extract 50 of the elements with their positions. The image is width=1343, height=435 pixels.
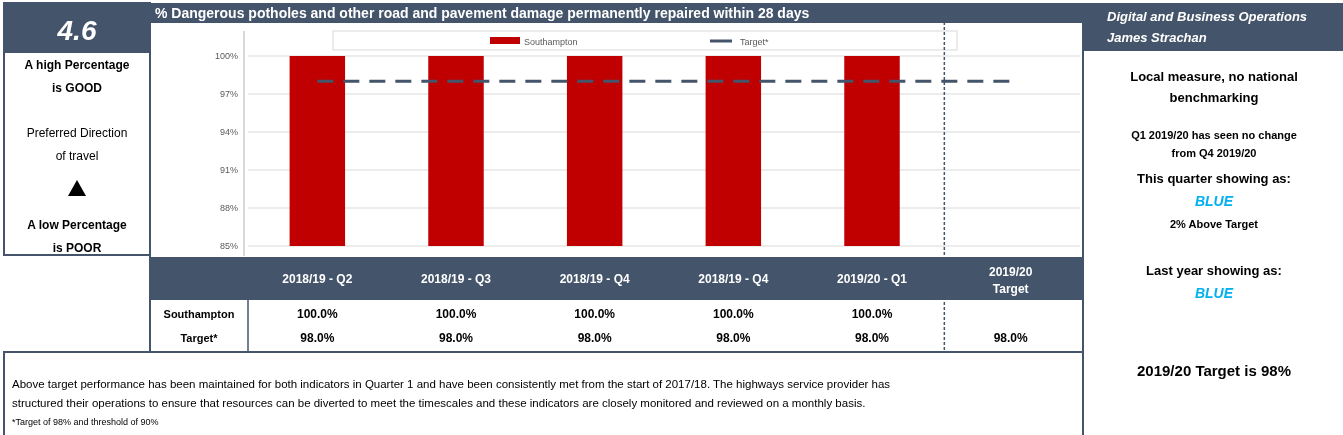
text: James Strachan [1107, 30, 1207, 45]
data-label: 100.0% [851, 307, 893, 321]
text: from Q4 2019/20 [1171, 147, 1257, 159]
text: is POOR [52, 241, 102, 255]
text: benchmarking [1169, 90, 1259, 105]
x-tick-label: 2019/20 Target [988, 265, 1033, 296]
data-label: 98.0% [300, 331, 335, 345]
x-tick-label: 2018/19 - Q2 [282, 272, 353, 286]
y-tick-label: 88% [219, 203, 238, 213]
data-label: 100.0% [296, 307, 339, 321]
text: *Target of 98% and threshold of 90% [12, 417, 159, 427]
text: of travel [55, 149, 99, 163]
y-tick-label: 85% [219, 241, 238, 251]
text: Local measure, no national [1130, 69, 1298, 84]
text: structured their operations to ensure that resources can be diverted to meet the timescales and these indicators are closely monitored and reviewed on a monthly basis. [12, 397, 866, 409]
text: A high Percentage [24, 58, 130, 72]
chart-title: % Dangerous potholes and other road and pavement damage permanently repaired within 28 days [155, 5, 810, 21]
data-label: 100.0% [712, 307, 755, 321]
data-label: 100.0% [574, 307, 616, 321]
text: Q1 2019/20 has seen no change [1131, 129, 1297, 141]
text: BLUE [1194, 193, 1234, 209]
data-label: 98.0% [577, 331, 613, 345]
text: Preferred Direction [26, 126, 128, 140]
data-label: 98.0% [993, 331, 1029, 345]
text: is GOOD [51, 81, 103, 95]
text: Digital and Business Operations [1107, 9, 1308, 24]
y-tick-label: 91% [219, 165, 238, 175]
text: A low Percentage [27, 218, 128, 232]
x-tick-label: 2018/19 - Q4 [559, 272, 631, 286]
text: 4.6 [56, 15, 97, 46]
data-label: 98.0% [854, 331, 890, 345]
text: This quarter showing as: [1137, 171, 1291, 186]
data-label: 98.0% [438, 331, 474, 345]
text: Target* [180, 332, 218, 344]
y-tick-label: 97% [219, 89, 238, 99]
text: 2019/20 Target is 98% [1137, 362, 1291, 379]
text: 2% Above Target [1169, 218, 1259, 230]
x-tick-label: 2019/20 - Q1 [836, 272, 908, 286]
text: Above target performance has been maintained for both indicators in Quarter 1 and have been consistently met from the start of 2017/18. The highways service provider has [12, 378, 891, 390]
legend-label: Target* [740, 36, 770, 47]
x-tick-label: 2018/19 - Q3 [420, 272, 492, 286]
text: BLUE [1194, 285, 1234, 301]
text: Southampton [163, 308, 235, 320]
x-tick-label: 2018/19 - Q4 [698, 272, 769, 286]
y-tick-label: 100% [214, 51, 238, 61]
legend-label: Southampton [524, 36, 578, 47]
data-label: 100.0% [435, 307, 477, 321]
data-label: 98.0% [716, 331, 751, 345]
y-tick-label: 94% [219, 127, 238, 137]
text: Last year showing as: [1146, 263, 1282, 278]
